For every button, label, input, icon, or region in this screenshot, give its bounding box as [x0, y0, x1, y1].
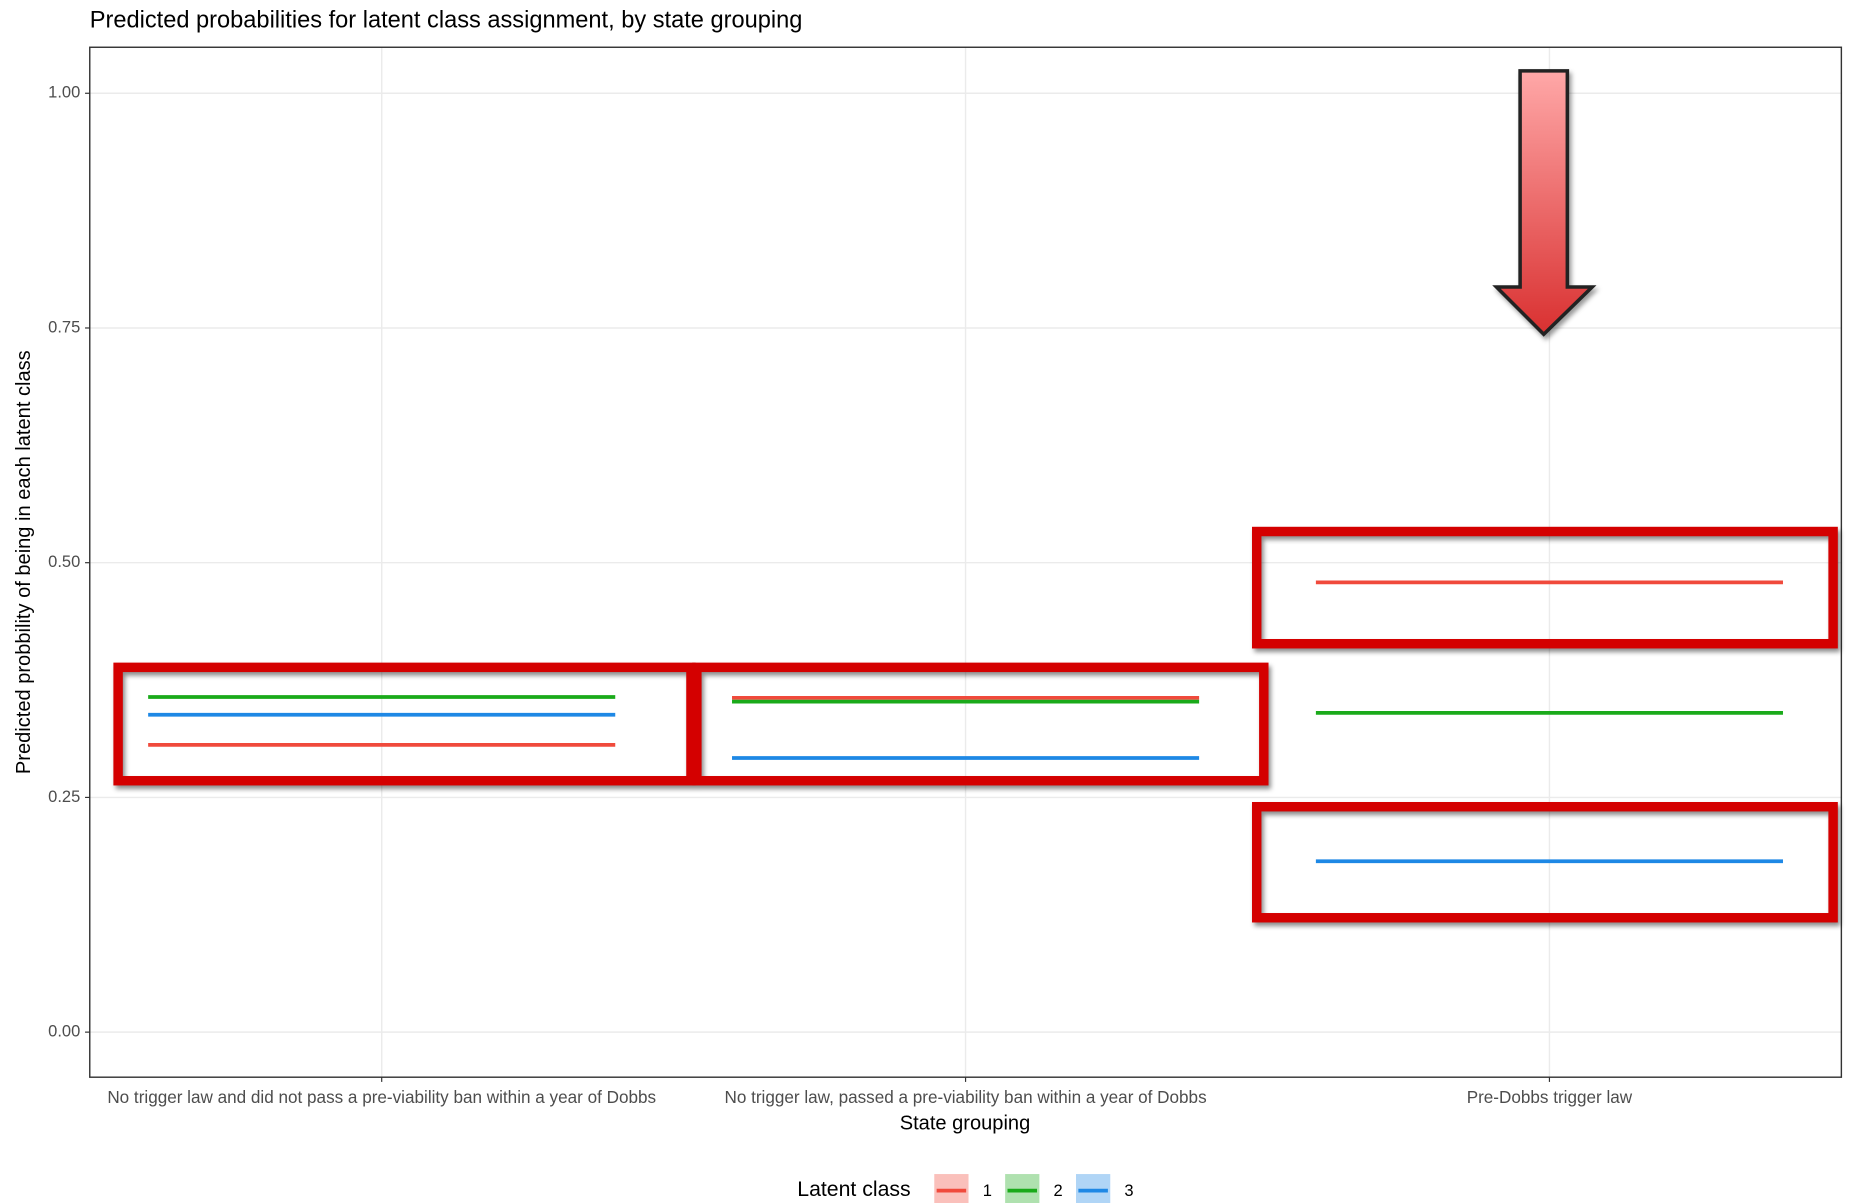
x-axis-label: State grouping: [900, 1113, 1031, 1135]
y-tick-label: 0.00: [48, 1021, 80, 1040]
highlight-box: [1251, 526, 1838, 649]
x-tick-label: No trigger law, passed a pre-viability b…: [724, 1088, 1206, 1107]
y-tick-label: 1.00: [48, 83, 80, 102]
highlight-box: [692, 662, 1269, 786]
annotations: [113, 69, 1838, 923]
y-tick-label: 0.25: [48, 787, 80, 806]
x-tick-label: No trigger law and did not pass a pre-vi…: [107, 1088, 656, 1107]
legend-key-bg: [934, 1174, 969, 1203]
panel-border: [89, 46, 1843, 1078]
y-axis-label: Predicted probbility of being in each la…: [13, 350, 35, 774]
y-tick-label: 0.75: [48, 317, 80, 336]
x-tick-label: Pre-Dobbs trigger law: [1467, 1088, 1633, 1107]
highlight-box: [1251, 801, 1838, 923]
y-tick-label: 0.50: [48, 552, 80, 571]
legend: Latent class 1 2 3: [797, 1174, 1134, 1203]
legend-label: 1: [983, 1181, 992, 1200]
arrow: [1492, 69, 1597, 337]
legend-title: Latent class: [797, 1177, 910, 1201]
legend-label: 2: [1054, 1181, 1063, 1200]
chart-title: Predicted probabilities for latent class…: [90, 8, 803, 34]
plot-area: 0.00 0.25 0.50 0.75 1.00 No trigger law and d…: [48, 46, 1843, 1107]
highlight-box: [113, 662, 696, 786]
legend-label: 3: [1124, 1181, 1133, 1200]
legend-key-bg: [1076, 1174, 1111, 1203]
legend-key-bg: [1005, 1174, 1040, 1203]
